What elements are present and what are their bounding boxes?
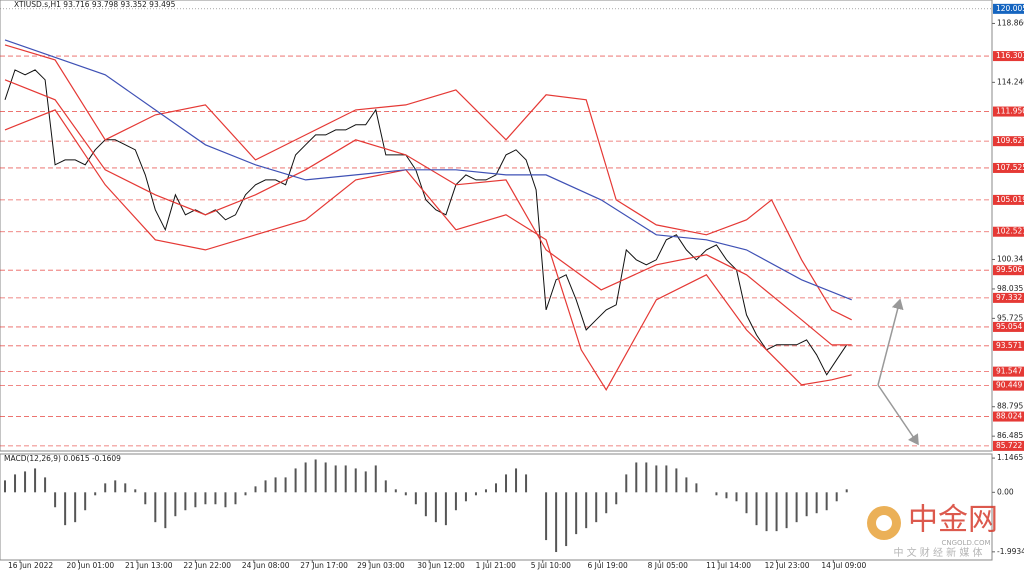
- y-tick-label: 0.00: [997, 487, 1014, 496]
- watermark: 中金网 CNGOLD.COM 中 文 财 经 新 媒 体: [867, 503, 998, 559]
- level-label-bg: [993, 380, 1024, 391]
- projection-arrow: [877, 298, 904, 386]
- level-label: 111.950: [996, 107, 1024, 116]
- x-tick-label: 27 Jun 17:00: [300, 561, 348, 570]
- level-label-bg: [993, 194, 1024, 205]
- level-label-bg: [993, 340, 1024, 351]
- level-label-bg: [993, 162, 1024, 173]
- projection-arrow: [877, 384, 919, 446]
- x-tick-label: 16 Jun 2022: [8, 561, 53, 570]
- level-label: 102.521: [996, 227, 1024, 236]
- y-tick-label: 98.035: [997, 284, 1023, 293]
- series-line: [4, 109, 852, 391]
- current-label-bg: [993, 3, 1024, 14]
- level-label: 97.332: [996, 293, 1022, 302]
- x-tick-label: 5 Jul 10:00: [531, 561, 571, 570]
- x-tick-label: 8 Jul 05:00: [648, 561, 688, 570]
- x-tick-label: 1 Jul 21:00: [476, 561, 516, 570]
- level-label: 107.525: [996, 163, 1024, 172]
- price-panel: [0, 0, 993, 452]
- x-tick-label: 21 Jun 13:00: [125, 561, 173, 570]
- series-line: [4, 69, 848, 376]
- x-tick-label: 30 Jun 12:00: [417, 561, 465, 570]
- level-label: 91.547: [996, 367, 1022, 376]
- level-label: 109.627: [996, 136, 1024, 145]
- y-tick-label: 1.1465: [997, 453, 1023, 462]
- level-label-bg: [993, 265, 1024, 276]
- x-tick-label: 24 Jun 08:00: [242, 561, 290, 570]
- y-tick-label: 114.240: [997, 77, 1024, 86]
- x-tick-label: 6 Jul 19:00: [588, 561, 628, 570]
- logo: [876, 515, 892, 531]
- series-line: [4, 79, 852, 346]
- watermark-name: 中金网: [908, 503, 998, 538]
- x-tick-label: 22 Jun 22:00: [183, 561, 231, 570]
- y-tick-label: 86.485: [997, 431, 1023, 440]
- level-label: 90.449: [996, 381, 1022, 390]
- level-label: 88.024: [996, 412, 1022, 421]
- macd-title: MACD(12,26,9) 0.0615 -0.1609: [4, 454, 121, 463]
- x-tick-label: 11 Jul 14:00: [706, 561, 751, 570]
- watermark-domain: CNGOLD.COM: [941, 539, 990, 547]
- level-label: 99.506: [996, 265, 1022, 274]
- level-label-bg: [993, 292, 1024, 303]
- level-label-bg: [993, 106, 1024, 117]
- macd-panel: [0, 453, 993, 561]
- y-tick-label: 118.860: [997, 18, 1024, 27]
- level-label-bg: [993, 321, 1024, 332]
- level-label-bg: [993, 366, 1024, 377]
- level-label-bg: [993, 226, 1024, 237]
- y-tick-label: 95.725: [997, 313, 1023, 322]
- watermark-tagline: 中 文 财 经 新 媒 体: [893, 546, 982, 559]
- series-line: [4, 44, 852, 321]
- plot-layer: [0, 8, 995, 553]
- y-tick-label: 88.795: [997, 402, 1023, 411]
- level-label: 105.019: [996, 195, 1024, 204]
- level-label-bg: [993, 51, 1024, 62]
- y-tick-label: -1.9934: [997, 547, 1024, 556]
- level-label: 85.722: [996, 441, 1022, 450]
- x-tick-label: 14 Jul 09:00: [821, 561, 866, 570]
- level-label-bg: [993, 411, 1024, 422]
- y-tick-label: 100.345: [997, 254, 1024, 263]
- x-tick-label: 20 Jun 01:00: [66, 561, 114, 570]
- level-label: 116.301: [996, 51, 1024, 60]
- x-tick-label: 29 Jun 03:00: [357, 561, 405, 570]
- level-label-bg: [993, 136, 1024, 147]
- chart-title: XTIUSD.s,H1 93.716 93.798 93.352 93.495: [14, 0, 176, 9]
- level-label-bg: [993, 440, 1024, 451]
- current-label: 120.005: [996, 4, 1024, 13]
- x-tick-label: 12 Jul 23:00: [765, 561, 810, 570]
- level-label: 93.571: [996, 341, 1022, 350]
- level-label: 95.054: [996, 322, 1022, 331]
- series-line: [4, 39, 852, 301]
